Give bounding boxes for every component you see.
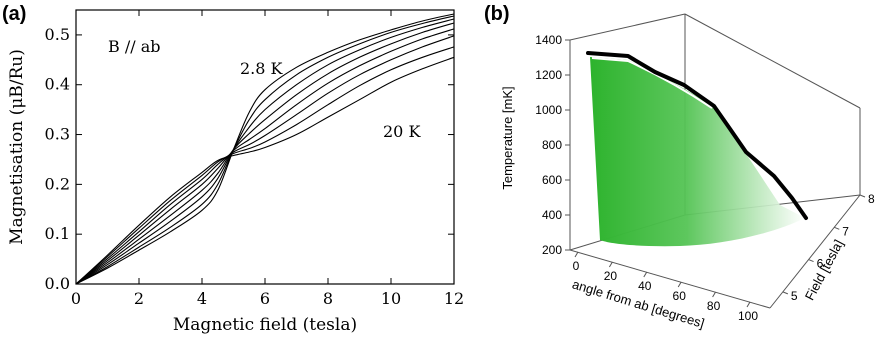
panel-b-temperature-axis-title: Temperature [mK] — [500, 86, 515, 189]
angle-tick-label: 0 — [573, 259, 580, 273]
magnetisation-curve-4 — [75, 22, 455, 285]
field-tick-mark — [808, 259, 814, 263]
magnetisation-curve-6 — [75, 35, 455, 285]
panel-a-x-axis-ticks: 0 2 4 6 8 10 12 — [71, 10, 464, 308]
y-tick-label: 0.1 — [45, 224, 70, 243]
angle-tick-mark — [574, 251, 579, 258]
field-tick-label: 5 — [791, 289, 798, 303]
panel-b-letter: (b) — [484, 3, 510, 25]
magnetisation-curve-5 — [75, 28, 455, 285]
temperature-tick-label: 200 — [542, 243, 562, 257]
temperature-tick-label: 1000 — [535, 103, 562, 117]
temperature-tick-label: 400 — [542, 208, 562, 222]
panel-a-magnetisation-chart: (a) 0 2 4 6 8 10 12 0.0 0.1 0.2 0.3 0.4 0.5 B // ab… — [2, 3, 464, 335]
x-tick-label: 0 — [71, 289, 81, 308]
panel-a-x-axis-title: Magnetic field (tesla) — [173, 315, 357, 335]
field-tick-label: 6 — [817, 257, 824, 271]
x-tick-label: 8 — [323, 289, 333, 308]
panel-b-temperature-axis-ticks: 200 400 600 800 1000 1200 1400 — [535, 33, 570, 257]
field-orientation-label: B // ab — [108, 37, 161, 56]
panel-a-y-axis-title: Magnetisation (μB/Ru) — [7, 49, 27, 245]
panel-b-phase-diagram-3d: (b) 200 400 600 800 1000 1200 1400 0 20 40 60 80 10… — [484, 3, 875, 331]
field-tick-label: 8 — [868, 192, 875, 206]
angle-tick-mark — [746, 301, 751, 308]
phase-surface — [590, 57, 805, 247]
angle-tick-mark — [677, 281, 682, 288]
y-tick-label: 0.0 — [45, 274, 70, 293]
y-tick-label: 0.4 — [45, 75, 70, 94]
magnetisation-curve-3 — [75, 18, 455, 285]
angle-tick-label: 40 — [638, 279, 652, 293]
high-temperature-label: 20 K — [383, 122, 421, 141]
angle-tick-mark — [643, 271, 648, 278]
low-temperature-label: 2.8 K — [240, 59, 284, 78]
field-tick-mark — [834, 226, 840, 230]
x-tick-label: 2 — [134, 289, 144, 308]
y-tick-label: 0.5 — [45, 25, 70, 44]
angle-tick-mark — [608, 261, 613, 268]
panel-b-field-axis-title: Field [tesla] — [802, 237, 846, 303]
phase-surface-highlight — [591, 57, 713, 109]
panel-a-curves — [75, 13, 455, 285]
field-tick-mark — [782, 291, 789, 295]
panel-a-letter: (a) — [2, 3, 26, 25]
angle-tick-label: 100 — [738, 309, 758, 323]
field-tick-mark — [859, 194, 866, 198]
x-tick-label: 12 — [444, 289, 464, 308]
angle-tick-label: 20 — [604, 269, 618, 283]
y-tick-label: 0.2 — [45, 174, 70, 193]
angle-tick-label: 60 — [673, 289, 687, 303]
panel-a-y-axis-ticks: 0.0 0.1 0.2 0.3 0.4 0.5 — [45, 25, 454, 293]
temperature-tick-label: 800 — [542, 138, 562, 152]
y-tick-label: 0.3 — [45, 125, 70, 144]
temperature-tick-label: 600 — [542, 173, 562, 187]
angle-tick-label: 80 — [707, 299, 721, 313]
angle-tick-mark — [712, 291, 717, 298]
x-tick-label: 10 — [381, 289, 401, 308]
temperature-tick-label: 1400 — [535, 33, 562, 47]
magnetisation-curve-2 — [75, 15, 455, 285]
temperature-tick-label: 1200 — [535, 68, 562, 82]
magnetisation-curve-8 — [75, 56, 455, 285]
magnetisation-curve-1 — [75, 13, 455, 285]
x-tick-label: 4 — [197, 289, 207, 308]
x-tick-label: 6 — [260, 289, 270, 308]
phase-boundary-line — [586, 51, 808, 220]
magnetisation-curve-7 — [75, 46, 455, 285]
field-tick-label: 7 — [842, 224, 849, 238]
panel-b-angle-axis-ticks: 0 20 40 60 80 100 — [573, 251, 758, 323]
panel-b-field-axis-ticks: 5 6 7 8 — [782, 192, 875, 303]
